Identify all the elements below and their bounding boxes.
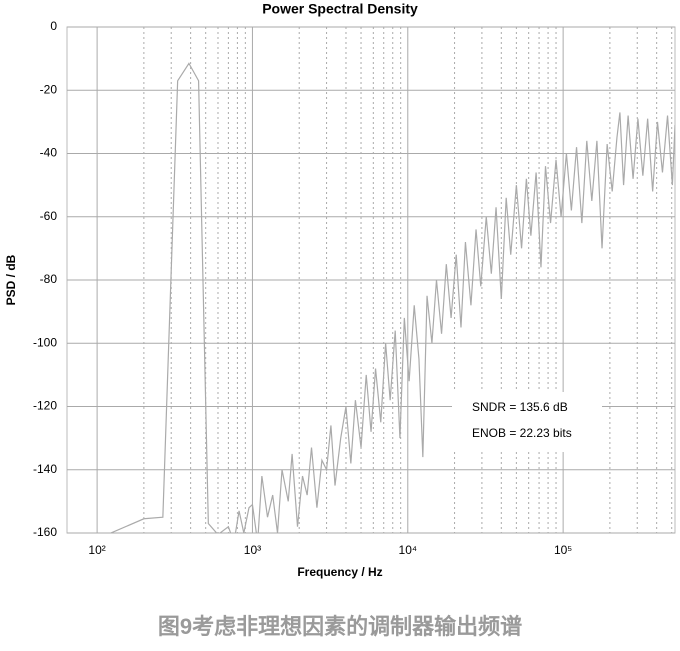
y-tick-label: -100 bbox=[33, 335, 57, 349]
annotation-box bbox=[452, 392, 602, 452]
caption: 图9考虑非理想因素的调制器输出频谱 bbox=[158, 614, 522, 639]
x-tick-label: 10⁴ bbox=[399, 543, 418, 557]
x-tick-label: 10² bbox=[88, 543, 105, 557]
data-line bbox=[109, 62, 675, 533]
y-axis-label: PSD / dB bbox=[4, 254, 18, 305]
y-tick-label: -120 bbox=[33, 399, 57, 413]
y-tick-label: -40 bbox=[40, 146, 58, 160]
y-tick-label: -80 bbox=[40, 272, 58, 286]
y-tick-label: 0 bbox=[50, 19, 57, 33]
y-tick-label: -60 bbox=[40, 209, 58, 223]
annotation: ENOB = 22.23 bits bbox=[472, 426, 572, 440]
x-axis-label: Frequency / Hz bbox=[297, 565, 382, 579]
chart-title: Power Spectral Density bbox=[262, 1, 418, 17]
x-tick-label: 10³ bbox=[244, 543, 261, 557]
annotation: SNDR = 135.6 dB bbox=[472, 400, 568, 414]
y-tick-label: -160 bbox=[33, 525, 57, 539]
series-layer bbox=[109, 62, 675, 533]
y-tick-label: -140 bbox=[33, 462, 57, 476]
y-tick-label: -20 bbox=[40, 82, 58, 96]
x-tick-label: 10⁵ bbox=[554, 543, 572, 557]
